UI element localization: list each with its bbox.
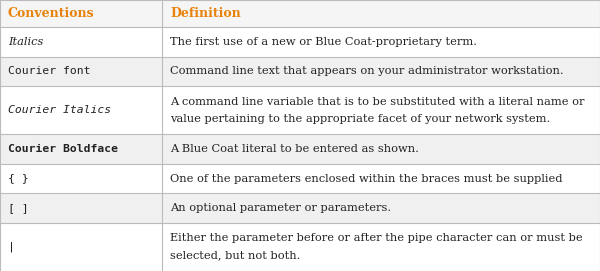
Text: An optional parameter or parameters.: An optional parameter or parameters. <box>170 203 391 213</box>
Text: { }: { } <box>8 173 29 183</box>
Text: The first use of a new or Blue Coat-proprietary term.: The first use of a new or Blue Coat-prop… <box>170 37 477 47</box>
Bar <box>0 57 162 86</box>
Text: [ ]: [ ] <box>8 203 29 213</box>
Text: A Blue Coat literal to be entered as shown.: A Blue Coat literal to be entered as sho… <box>170 144 419 154</box>
Text: selected, but not both.: selected, but not both. <box>170 250 301 260</box>
Bar <box>162 27 600 57</box>
Text: Command line text that appears on your administrator workstation.: Command line text that appears on your a… <box>170 66 563 76</box>
Bar <box>0 27 162 57</box>
Bar <box>162 164 600 193</box>
Text: Courier Italics: Courier Italics <box>8 105 111 115</box>
Bar <box>162 223 600 271</box>
Bar <box>0 223 162 271</box>
Text: |: | <box>8 241 15 252</box>
Text: Definition: Definition <box>170 7 241 20</box>
Bar <box>162 86 600 134</box>
Text: One of the parameters enclosed within the braces must be supplied: One of the parameters enclosed within th… <box>170 173 563 183</box>
Text: Courier Boldface: Courier Boldface <box>8 144 118 154</box>
Text: A command line variable that is to be substituted with a literal name or: A command line variable that is to be su… <box>170 96 584 107</box>
Bar <box>0 164 162 193</box>
Bar <box>162 193 600 223</box>
Bar <box>0 193 162 223</box>
Text: Italics: Italics <box>8 37 43 47</box>
Text: value pertaining to the appropriate facet of your network system.: value pertaining to the appropriate face… <box>170 114 550 124</box>
Bar <box>0 86 162 134</box>
Bar <box>162 57 600 86</box>
Text: Conventions: Conventions <box>8 7 95 20</box>
Bar <box>0 0 600 27</box>
Bar <box>0 134 162 164</box>
Bar <box>162 134 600 164</box>
Text: Either the parameter before or after the pipe character can or must be: Either the parameter before or after the… <box>170 233 583 243</box>
Text: Courier font: Courier font <box>8 66 91 76</box>
